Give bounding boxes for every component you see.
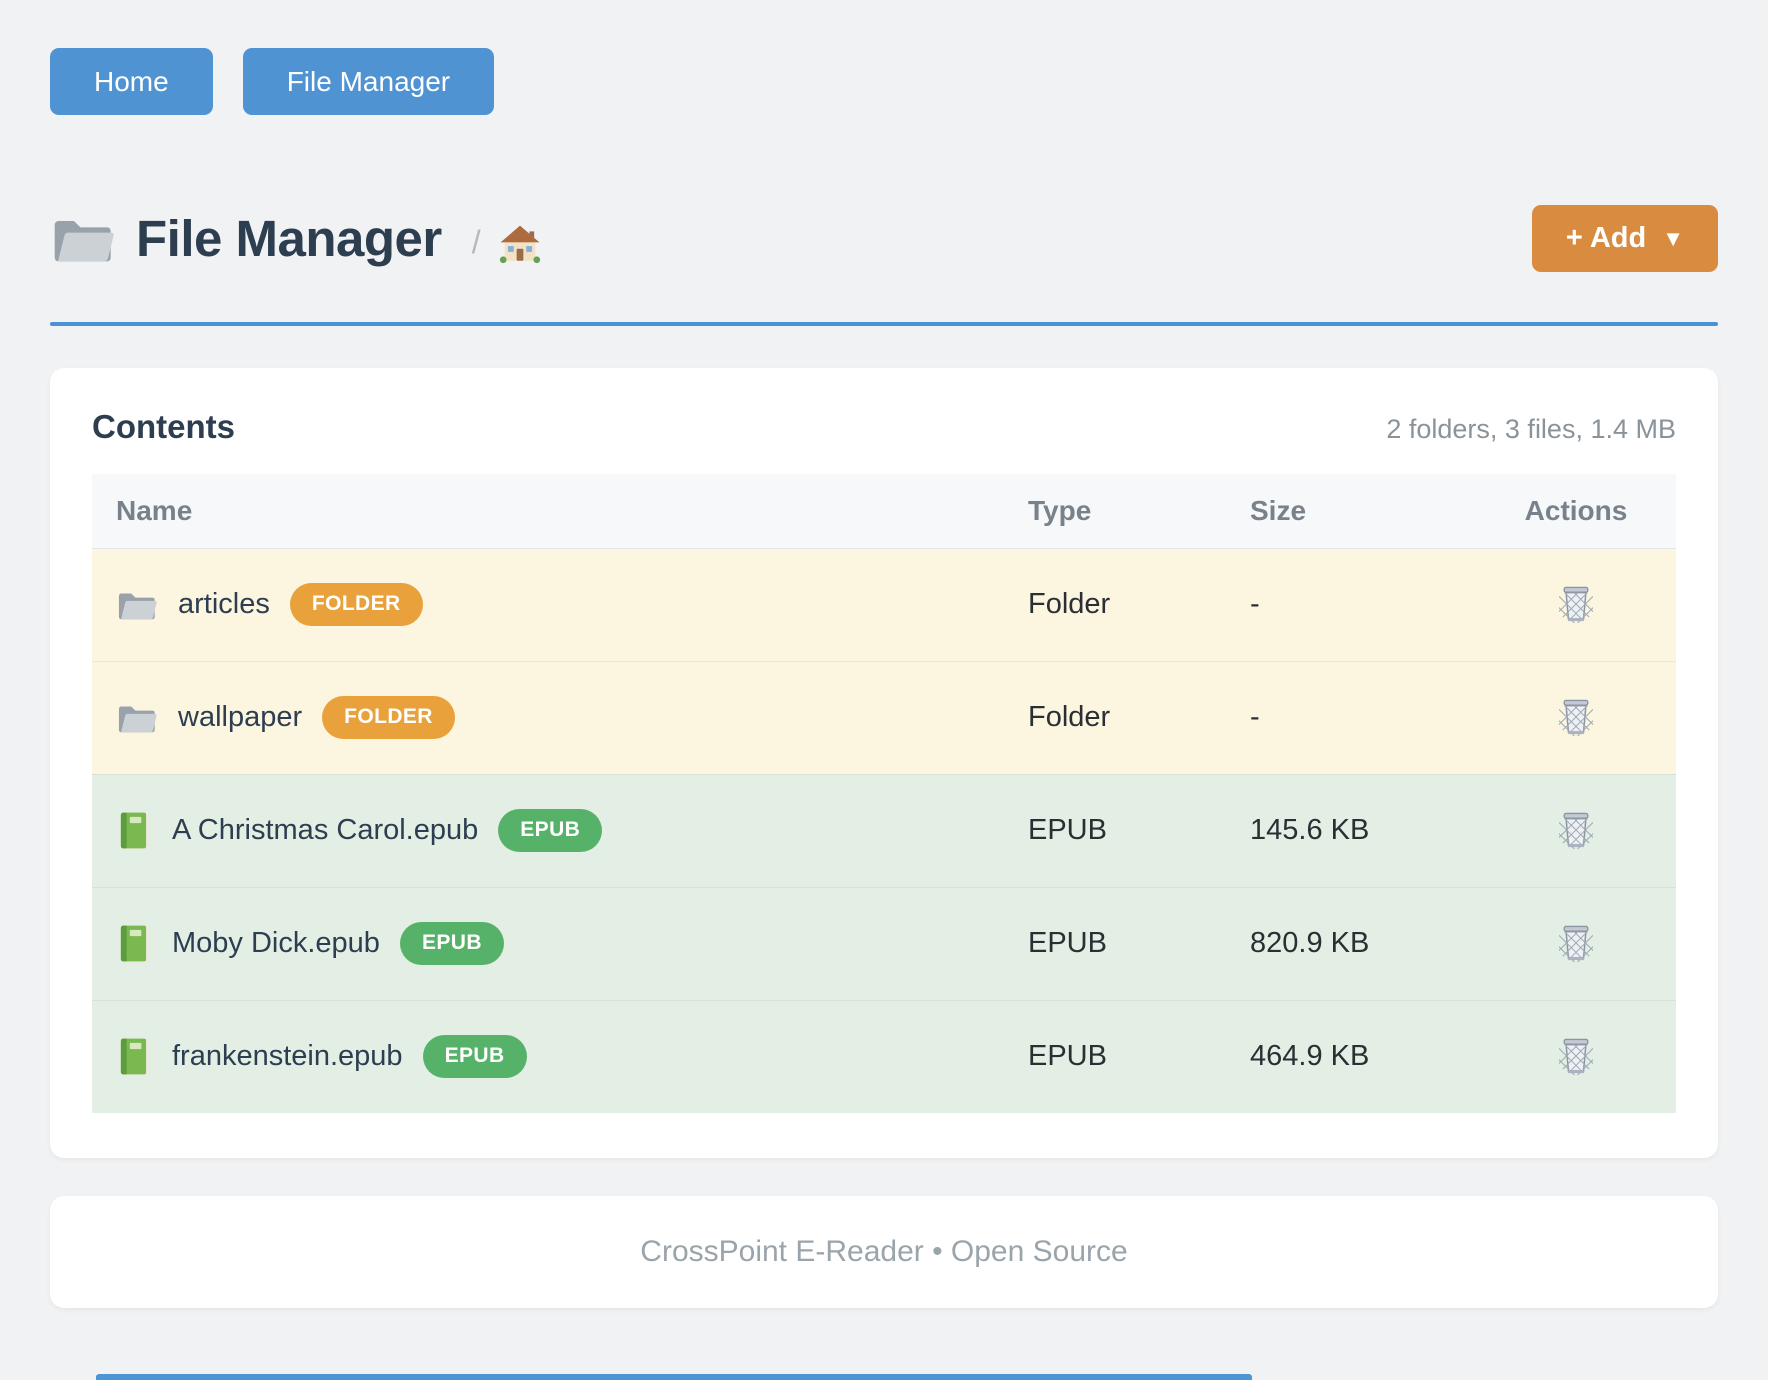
trash-icon bbox=[1559, 809, 1593, 849]
folder-badge: FOLDER bbox=[289, 583, 423, 626]
delete-button[interactable] bbox=[1555, 579, 1597, 627]
page-title: File Manager bbox=[136, 210, 442, 267]
file-name-link[interactable]: frankenstein.epub bbox=[172, 1040, 403, 1073]
page-header: File Manager / + Add ▼ bbox=[50, 205, 1718, 272]
green-book-icon bbox=[116, 810, 152, 852]
trash-icon bbox=[1559, 583, 1593, 623]
type-cell: EPUB bbox=[1004, 999, 1226, 1113]
table-row: wallpaper FOLDER Folder - bbox=[92, 660, 1676, 774]
footer-text: CrossPoint E-Reader • Open Source bbox=[640, 1235, 1128, 1268]
table-row: A Christmas Carol.epub EPUB EPUB 145.6 K… bbox=[92, 773, 1676, 887]
column-header-name: Name bbox=[92, 474, 1004, 549]
table-row: frankenstein.epub EPUB EPUB 464.9 KB bbox=[92, 999, 1676, 1113]
folder-icon bbox=[116, 588, 158, 622]
folder-icon bbox=[116, 701, 158, 735]
type-cell: EPUB bbox=[1004, 886, 1226, 1000]
contents-summary: 2 folders, 3 files, 1.4 MB bbox=[1386, 414, 1676, 444]
breadcrumb-separator: / bbox=[471, 224, 481, 260]
type-cell: EPUB bbox=[1004, 773, 1226, 887]
footer-card: CrossPoint E-Reader • Open Source bbox=[50, 1196, 1718, 1308]
delete-button[interactable] bbox=[1555, 692, 1597, 740]
folder-name-link[interactable]: articles bbox=[178, 588, 270, 620]
column-header-type: Type bbox=[1004, 474, 1226, 549]
trash-icon bbox=[1559, 696, 1593, 736]
top-nav: Home File Manager bbox=[50, 48, 1718, 115]
files-table: Name Type Size Actions articles FOLDER F… bbox=[92, 474, 1676, 1113]
folder-name-link[interactable]: wallpaper bbox=[178, 701, 303, 733]
file-name-link[interactable]: Moby Dick.epub bbox=[172, 927, 380, 959]
title-divider bbox=[50, 322, 1718, 326]
epub-badge: EPUB bbox=[422, 1035, 527, 1079]
trash-icon bbox=[1559, 922, 1593, 962]
table-header-row: Name Type Size Actions bbox=[92, 474, 1676, 549]
folder-icon bbox=[50, 213, 116, 265]
size-cell: 464.9 KB bbox=[1226, 999, 1476, 1113]
delete-button[interactable] bbox=[1555, 805, 1597, 853]
house-icon bbox=[499, 224, 541, 264]
file-manager-button[interactable]: File Manager bbox=[242, 48, 495, 115]
column-header-actions: Actions bbox=[1476, 474, 1676, 549]
epub-badge: EPUB bbox=[498, 809, 603, 852]
delete-button[interactable] bbox=[1555, 918, 1597, 966]
file-manager-page: Home File Manager File Manager / + Add ▼… bbox=[50, 48, 1718, 1308]
trash-icon bbox=[1559, 1035, 1593, 1075]
type-cell: Folder bbox=[1004, 660, 1226, 774]
file-name-link[interactable]: A Christmas Carol.epub bbox=[172, 814, 479, 846]
green-book-icon bbox=[116, 923, 152, 965]
green-book-icon bbox=[116, 1036, 152, 1078]
caret-down-icon: ▼ bbox=[1662, 225, 1684, 251]
type-cell: Folder bbox=[1004, 548, 1226, 661]
breadcrumb-home-link[interactable] bbox=[499, 224, 541, 264]
size-cell: - bbox=[1226, 660, 1476, 774]
home-button[interactable]: Home bbox=[50, 48, 213, 115]
epub-badge: EPUB bbox=[399, 922, 504, 965]
size-cell: 820.9 KB bbox=[1226, 886, 1476, 1000]
delete-button[interactable] bbox=[1555, 1031, 1597, 1079]
size-cell: - bbox=[1226, 548, 1476, 661]
folder-badge: FOLDER bbox=[322, 696, 455, 739]
table-row: articles FOLDER Folder - bbox=[92, 548, 1676, 661]
add-button-label: + Add bbox=[1565, 222, 1647, 254]
bottom-blue-bar bbox=[96, 1374, 1252, 1380]
contents-card: Contents 2 folders, 3 files, 1.4 MB Name… bbox=[50, 368, 1718, 1158]
add-button[interactable]: + Add ▼ bbox=[1531, 205, 1718, 272]
size-cell: 145.6 KB bbox=[1226, 773, 1476, 887]
table-row: Moby Dick.epub EPUB EPUB 820.9 KB bbox=[92, 886, 1676, 1000]
contents-heading: Contents bbox=[92, 408, 235, 445]
column-header-size: Size bbox=[1226, 474, 1476, 549]
